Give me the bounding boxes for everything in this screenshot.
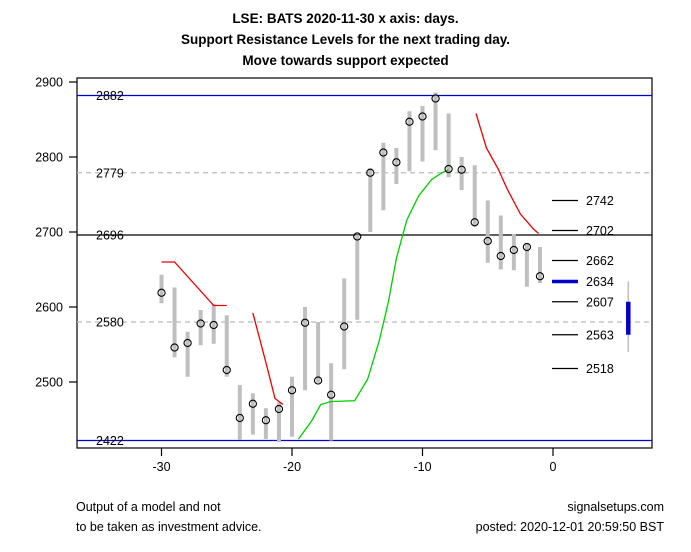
open-circle-day-7	[457, 165, 466, 174]
red-trend-line-2	[252, 312, 284, 406]
open-circle-day-2	[522, 242, 532, 252]
y-tick-label: 2500	[35, 376, 63, 390]
x-tick-label: -30	[152, 460, 170, 474]
open-circle-day-27	[196, 319, 205, 328]
open-circle-day-21	[274, 404, 284, 414]
y-tick-label: 2800	[35, 151, 63, 165]
right-level-label-2662: 2662	[586, 254, 614, 268]
open-circle-day-28	[183, 338, 192, 348]
right-level-label-2742: 2742	[586, 194, 614, 208]
green-trend-line	[297, 169, 449, 440]
site-name: signalsetups.com	[567, 500, 664, 514]
right-level-label-2634: 2634	[586, 275, 614, 289]
y-tick-label: 2600	[35, 301, 63, 315]
open-circle-day-13	[379, 148, 388, 157]
level-label-2779: 2779	[96, 166, 124, 180]
open-circle-day-5	[483, 236, 492, 246]
right-level-label-2607: 2607	[586, 295, 614, 309]
chart-title: LSE: BATS 2020-11-30 x axis: days. Suppo…	[0, 8, 691, 71]
level-label-2882: 2882	[96, 89, 124, 103]
x-tick-label: -20	[283, 460, 301, 474]
open-circle-day-4	[496, 251, 505, 261]
level-label-2696: 2696	[96, 229, 124, 243]
y-tick-label: 2700	[35, 226, 63, 240]
chart-title-line3: Move towards support expected	[242, 53, 449, 68]
right-level-label-2518: 2518	[586, 362, 614, 376]
open-circle-day-8	[444, 164, 453, 174]
red-trend-line-3	[475, 113, 540, 234]
open-circle-day-29	[170, 343, 179, 352]
plot-border	[76, 77, 653, 449]
level-label-2422: 2422	[96, 434, 124, 448]
open-circle-day-23	[248, 399, 257, 408]
open-circle-day-19	[300, 318, 310, 327]
open-circle-day-15	[353, 232, 362, 241]
disclaimer-text: Output of a model and not to be taken as…	[76, 497, 262, 537]
level-label-2580: 2580	[96, 316, 124, 330]
open-circle-day-20	[287, 386, 297, 395]
open-circle-day-17	[326, 390, 336, 399]
open-circle-day-16	[340, 322, 349, 331]
posted-timestamp: posted: 2020-12-01 20:59:50 BST	[475, 520, 664, 534]
open-circle-day-26	[209, 320, 218, 330]
open-circle-day-9	[431, 94, 440, 103]
open-circle-day-10	[418, 112, 427, 121]
right-level-label-2563: 2563	[586, 328, 614, 342]
y-tick-label: 2900	[35, 76, 63, 90]
open-circle-day-3	[509, 245, 518, 255]
open-circle-day-24	[235, 413, 244, 423]
open-circle-day-12	[392, 158, 401, 167]
open-circle-day-1	[535, 272, 545, 281]
x-tick-label: -10	[413, 460, 431, 474]
x-tick-label: 0	[550, 460, 557, 474]
open-circle-day-30	[157, 288, 166, 297]
attribution-text: signalsetups.com posted: 2020-12-01 20:5…	[476, 497, 664, 537]
red-trend-line-1	[161, 261, 227, 307]
open-circle-day-25	[222, 365, 231, 375]
open-circle-day-6	[470, 218, 479, 227]
disclaimer-line2: to be taken as investment advice.	[76, 520, 262, 534]
open-circle-day-11	[405, 117, 414, 126]
right-level-label-2702: 2702	[586, 224, 614, 238]
disclaimer-line1: Output of a model and not	[76, 500, 221, 514]
chart-title-line1: LSE: BATS 2020-11-30 x axis: days.	[232, 11, 459, 26]
open-circle-day-22	[261, 416, 271, 425]
open-circle-day-14	[366, 168, 375, 177]
chart-title-line2: Support Resistance Levels for the next t…	[180, 32, 511, 47]
open-circle-day-18	[313, 376, 323, 385]
